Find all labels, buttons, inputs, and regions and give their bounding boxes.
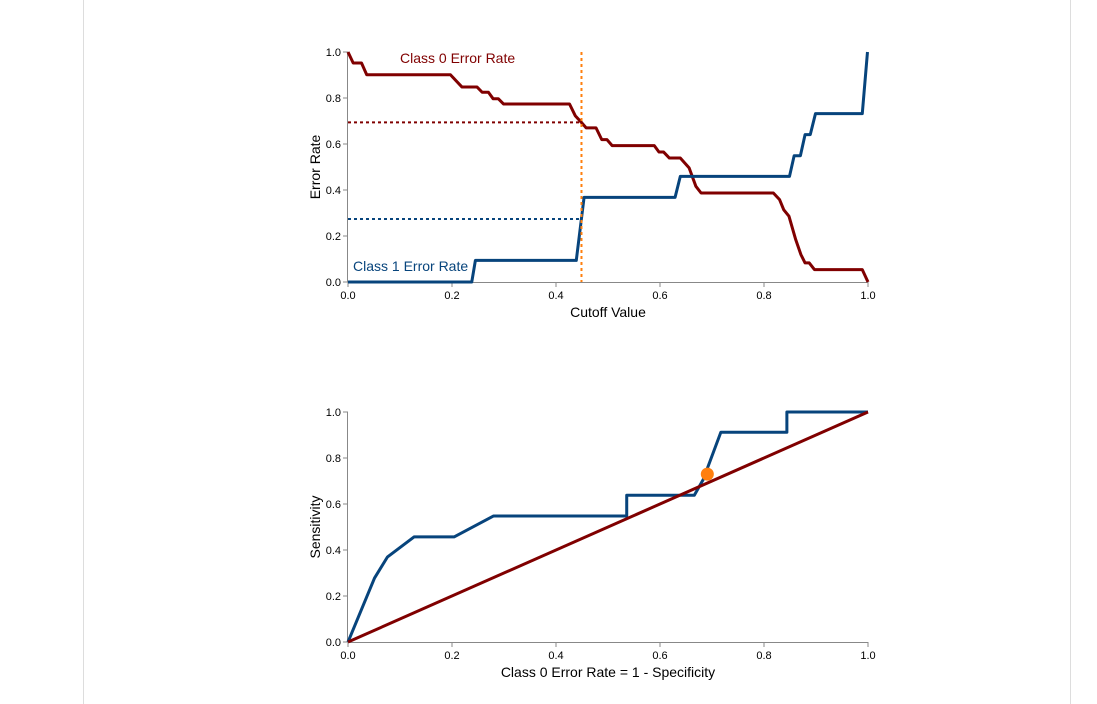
y-tick-label: 0.2: [326, 231, 341, 243]
y-tick-label: 0.4: [326, 185, 341, 197]
y-tick-label: 0.4: [326, 545, 341, 557]
roc-curve: [346, 410, 868, 643]
y-axis-title: Error Rate: [307, 135, 323, 200]
x-tick-label: 0.6: [652, 650, 667, 662]
y-tick-label: 0.6: [326, 139, 341, 151]
y-tick-label: 0.0: [326, 277, 341, 289]
y-tick-label: 0.6: [326, 499, 341, 511]
x-tick-label: 0.8: [756, 650, 771, 662]
roc-chart: 0.0 0.2 0.4 0.6 0.8 1.0 0.0 0.2 0.4 0.6 0.8 1.0 Clas…: [307, 407, 876, 680]
y-tick-label: 1.0: [326, 47, 341, 59]
class1-error-line: [348, 51, 869, 284]
y-tick-label: 0.8: [326, 453, 341, 465]
x-tick-label: 0.0: [340, 290, 355, 302]
x-axis-title: Cutoff Value: [570, 304, 646, 320]
x-tick-label: 1.0: [860, 290, 875, 302]
y-tick-label: 0.0: [326, 637, 341, 649]
class0-error-line: [346, 51, 870, 283]
class1-series-label: Class 1 Error Rate: [353, 258, 468, 274]
y-axis-title: Sensitivity: [307, 495, 323, 558]
y-tick-label: 0.2: [326, 591, 341, 603]
x-tick-label: 0.4: [548, 290, 563, 302]
x-axis-title: Class 0 Error Rate = 1 - Specificity: [501, 664, 715, 680]
y-tick-label: 1.0: [326, 407, 341, 419]
x-tick-label: 0.6: [652, 290, 667, 302]
diagonal-reference-line: [347, 410, 869, 644]
y-tick-label: 0.8: [326, 93, 341, 105]
selected-cutoff-point: [700, 467, 714, 481]
x-tick-label: 0.2: [444, 650, 459, 662]
class0-series-label: Class 0 Error Rate: [400, 50, 515, 66]
error-rate-chart: 0.0 0.2 0.4 0.6 0.8 1.0 0.0 0.2 0.4 0.6 0.8 1.0 Cuto…: [307, 47, 876, 320]
x-tick-label: 0.4: [548, 650, 563, 662]
x-tick-label: 1.0: [860, 650, 875, 662]
x-tick-label: 0.2: [444, 290, 459, 302]
x-tick-label: 0.0: [340, 650, 355, 662]
x-tick-label: 0.8: [756, 290, 771, 302]
